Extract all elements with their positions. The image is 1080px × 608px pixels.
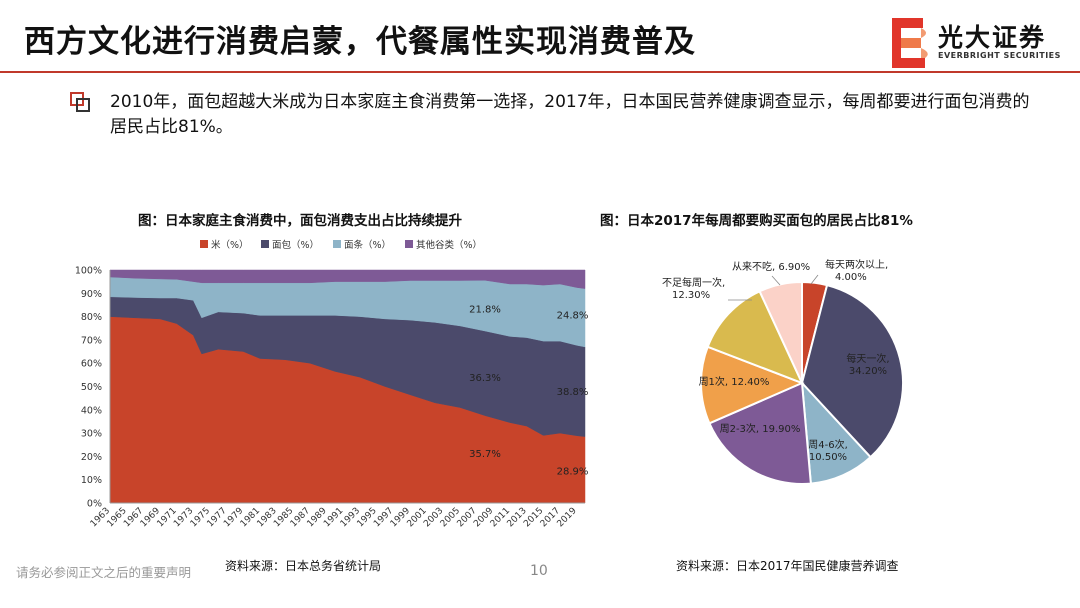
area-data-label: 35.7% [469,449,501,460]
area-data-label: 21.8% [469,304,501,315]
page-number: 10 [530,563,548,579]
area-y-tick-label: 70% [81,335,102,346]
pie-slice-5 [706,289,804,385]
disclaimer-link[interactable]: 请务必参阅正文之后的重要声明 [16,565,192,580]
pie-label-1: 每天一次, [846,352,889,365]
area-y-tick-label: 30% [81,429,102,440]
logo-english: EVERBRIGHT SECURITIES [938,51,1061,60]
pie-label-value-5: 12.30% [672,290,710,301]
area-data-label: 38.8% [557,387,589,398]
bullet-square-icon [70,92,90,112]
pie-slice-1 [800,283,904,459]
area-y-tick-label: 10% [81,475,102,486]
legend-label-1: 面包（%） [272,239,319,251]
pie-label-5: 不足每周一次, [662,276,725,289]
pie-label-2: 周4-6次, [808,438,848,451]
company-logo: 光大证券 EVERBRIGHT SECURITIES [892,18,1067,68]
everbright-logo-icon [892,18,928,68]
logo-name: 光大证券 [938,23,1047,52]
area-chart-title: 图：日本家庭主食消费中，面包消费支出占比持续提升 [138,213,462,229]
bullet-text: 2010年，面包超越大米成为日本家庭主食消费第一选择，2017年，日本国民营养健… [110,92,1030,137]
area-y-tick-label: 20% [81,452,102,463]
area-data-label: 36.3% [469,373,501,384]
area-y-tick-label: 40% [81,405,102,416]
pie-label-0: 每天两次以上, [825,258,888,271]
pie-slice-3 [708,381,812,485]
pie-label-6: 从来不吃, 6.90% [732,260,810,273]
area-y-tick-label: 0% [87,499,102,510]
pie-label-value-1: 34.20% [849,366,887,377]
area-data-label: 28.9% [557,466,589,477]
area-chart-source: 资料来源：日本总务省统计局 [225,559,382,573]
pie-chart-source: 资料来源：日本2017年国民健康营养调查 [676,559,899,573]
header-divider [0,71,1080,73]
area-y-tick-label: 60% [81,359,102,370]
pie-label-value-0: 4.00% [835,272,867,283]
legend-label-2: 面条（%） [344,239,391,251]
legend-label-0: 米（%） [211,239,249,251]
area-x-tick-label: 2019 [556,506,579,529]
pie-slice-4 [700,345,805,425]
legend-swatch-3 [405,240,413,248]
area-y-tick-label: 50% [81,382,102,393]
area-y-tick-label: 90% [81,289,102,300]
legend-label-3: 其他谷类（%） [416,239,482,251]
legend-swatch-2 [333,240,341,248]
pie-label-4: 周1次, 12.40% [699,375,770,388]
area-data-label: 24.8% [557,310,589,321]
page-title: 西方文化进行消费启蒙，代餐属性实现消费普及 [24,24,696,60]
pie-leader-line-6 [771,275,781,286]
area-y-tick-label: 80% [81,312,102,323]
area-y-tick-label: 100% [75,266,102,277]
pie-label-3: 周2-3次, 19.90% [720,422,801,435]
legend-swatch-0 [200,240,208,248]
area-series-3 [109,269,586,289]
pie-chart-title: 图：日本2017年每周都要购买面包的居民占比81% [600,213,913,229]
pie-label-value-2: 10.50% [809,452,847,463]
pie-leader-line-0 [810,274,819,285]
legend-swatch-1 [261,240,269,248]
pie-slice-6 [758,280,803,384]
